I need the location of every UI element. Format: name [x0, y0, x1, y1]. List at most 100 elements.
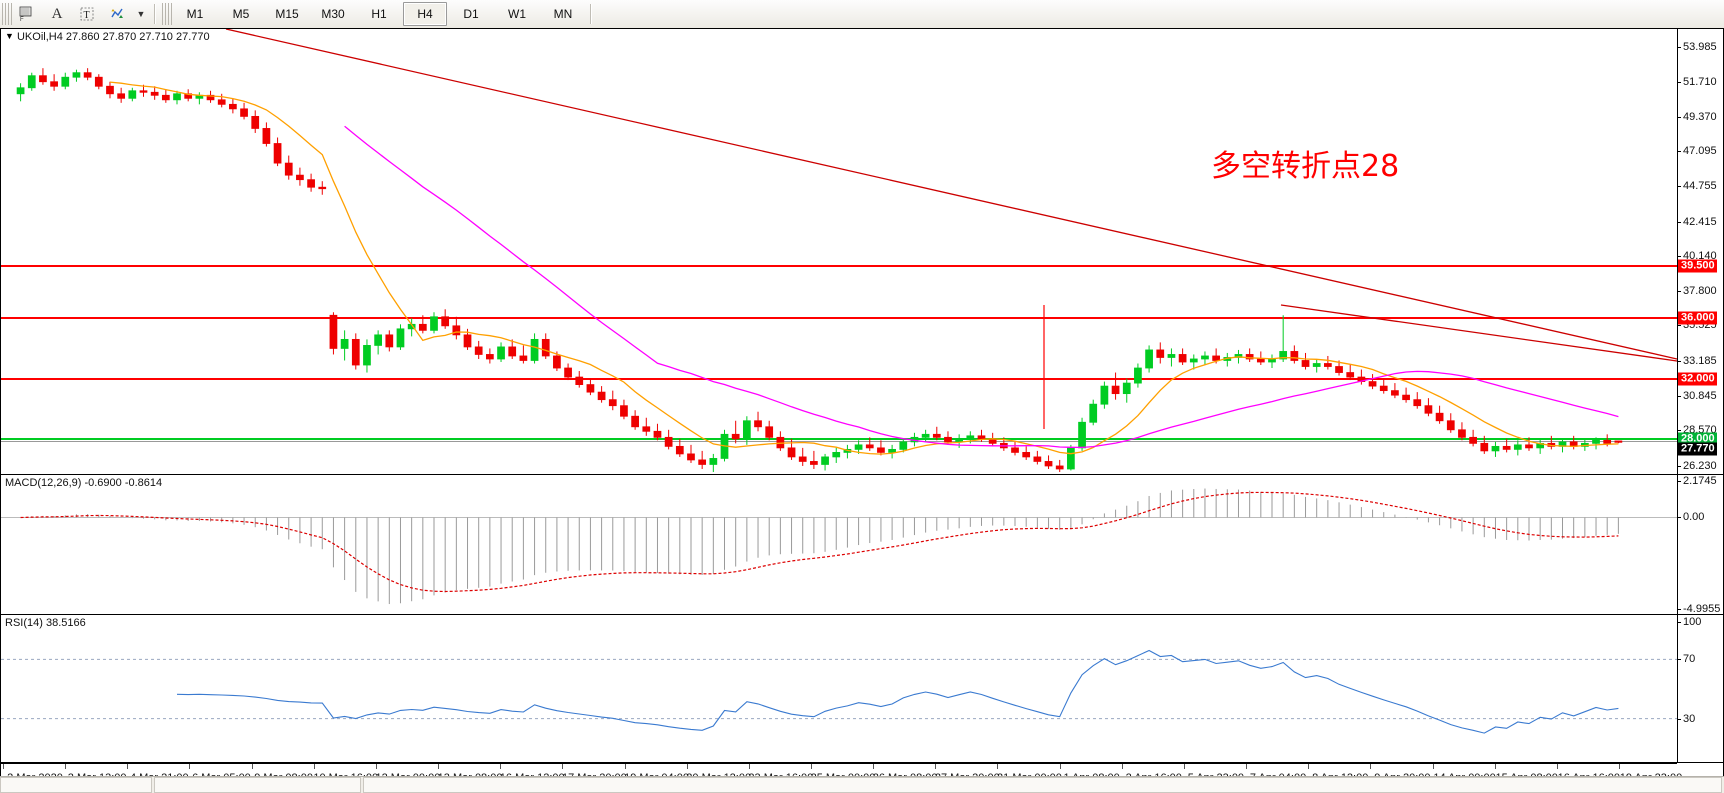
- timeframe-h4[interactable]: H4: [403, 2, 447, 26]
- axis-tickmark: [1677, 186, 1681, 188]
- status-cell-3: [363, 777, 1722, 793]
- macd-tick-label: 2.1745: [1683, 475, 1717, 487]
- time-tick-mark: [1246, 764, 1248, 769]
- price-tick-label: 26.230: [1683, 459, 1717, 472]
- axis-tickmark: [1677, 517, 1681, 519]
- time-tick-mark: [1370, 764, 1372, 769]
- text-label-icon[interactable]: A: [51, 5, 63, 22]
- plot-svg: [1, 488, 1677, 605]
- macd-tick-label: -4.9955: [1683, 603, 1721, 615]
- time-tick-mark: [1494, 764, 1496, 769]
- axis-tickmark: [1677, 116, 1681, 118]
- macd-plot-area[interactable]: [1, 475, 1677, 614]
- axis-tickmark: [1677, 291, 1681, 293]
- price-tick-label: 42.415: [1683, 215, 1717, 228]
- axis-tickmark: [1677, 718, 1681, 720]
- price-tag-32_000[interactable]: 32.000: [1678, 372, 1717, 386]
- price-tick-label: 47.095: [1683, 145, 1717, 158]
- toolbar-separator: [154, 4, 156, 24]
- price-level-line-36: [1, 317, 1677, 320]
- rsi-plot-area[interactable]: [1, 615, 1677, 762]
- timeframe-m15[interactable]: M15: [275, 7, 299, 21]
- timeframe-mn[interactable]: MN: [553, 7, 573, 21]
- price-tick-label: 53.985: [1683, 41, 1717, 54]
- price-tick-label: 30.845: [1683, 389, 1717, 402]
- price-tick-label: 37.800: [1683, 285, 1717, 298]
- symbol-ohlc-text: UKOil,H4 27.860 27.870 27.710 27.770: [16, 31, 210, 43]
- time-tick-mark: [748, 764, 750, 769]
- axis-tickmark: [1677, 221, 1681, 223]
- axis-tickmark: [1677, 360, 1681, 362]
- axis-tickmark: [1677, 151, 1681, 153]
- time-tick-mark: [1432, 764, 1434, 769]
- price-tag-27_770[interactable]: 27.770: [1678, 442, 1717, 456]
- svg-text:F: F: [20, 17, 24, 22]
- time-tick-mark: [189, 764, 191, 769]
- timeframe-m30[interactable]: M30: [321, 7, 345, 21]
- price-tick-label: 51.710: [1683, 75, 1717, 88]
- svg-text:T: T: [84, 10, 90, 21]
- text-object-icon[interactable]: T: [73, 1, 101, 27]
- timeframe-m1[interactable]: M1: [186, 7, 204, 21]
- time-tick-mark: [127, 764, 129, 769]
- time-tick-mark: [1183, 764, 1185, 769]
- plot-svg: [16, 29, 1677, 472]
- rsi-axis[interactable]: 100 70 30: [1677, 615, 1723, 762]
- time-tick-mark: [375, 764, 377, 769]
- macd-pane[interactable]: MACD(12,26,9) -0.6900 -0.8614 2.1745 0.00…: [1, 475, 1723, 615]
- price-axis[interactable]: 53.985 51.710 49.370 47.095 44.755 42.415 40.1…: [1677, 29, 1723, 474]
- rsi-tick-label: 70: [1683, 653, 1696, 666]
- status-cell-1: [0, 777, 152, 793]
- axis-tickmark: [1677, 47, 1681, 49]
- time-tick-mark: [562, 764, 564, 769]
- time-tick-mark: [251, 764, 253, 769]
- price-tag-36_000[interactable]: 36.000: [1678, 311, 1717, 325]
- time-tick-mark: [1121, 764, 1123, 769]
- price-level-line-39_5: [1, 264, 1677, 267]
- macd-axis[interactable]: 2.1745 0.00 -4.9955: [1677, 475, 1723, 614]
- chart-window[interactable]: ▼ UKOil,H4 27.860 27.870 27.710 27.770 5…: [0, 28, 1724, 793]
- axis-tickmark: [1677, 430, 1681, 432]
- axis-tickmark: [1677, 255, 1681, 257]
- time-tick-mark: [1308, 764, 1310, 769]
- timeframe-w1[interactable]: W1: [508, 7, 526, 21]
- axis-tickmark: [1677, 659, 1681, 661]
- main-toolbar: F A T ▼ M1 M5 M15 M30 H1 H4 D1 W1 MN: [0, 0, 1724, 29]
- crosshair-grid-icon[interactable]: F: [13, 1, 41, 27]
- time-tick-mark: [65, 764, 67, 769]
- rsi-axis-divider: [1677, 615, 1678, 762]
- time-tick-mark: [686, 764, 688, 769]
- price-plot-area[interactable]: [1, 29, 1677, 474]
- time-tick-mark: [438, 764, 440, 769]
- time-tick-mark: [3, 764, 4, 769]
- macd-axis-divider: [1677, 475, 1678, 614]
- macd-label: MACD(12,26,9) -0.6900 -0.8614: [5, 477, 163, 489]
- toolbar-grip[interactable]: [2, 3, 12, 25]
- macd-tick-label: 0.00: [1683, 511, 1705, 524]
- timeframe-h1[interactable]: H1: [371, 7, 387, 21]
- collapse-arrow-icon[interactable]: ▼: [5, 31, 14, 41]
- rsi-pane[interactable]: RSI(14) 38.5166 100 70 30: [1, 615, 1723, 763]
- price-tick-label: 49.370: [1683, 110, 1717, 123]
- price-tag-28_000[interactable]: 28.000: [1678, 432, 1717, 446]
- rsi-label: RSI(14) 38.5166: [5, 617, 86, 629]
- price-level-line-28: [1, 437, 1677, 440]
- price-level-line-32: [1, 377, 1677, 380]
- rsi-tick-label: 100: [1683, 616, 1702, 628]
- chart-annotation-text: 多空转折点28: [1211, 149, 1400, 184]
- price-tag-39_500[interactable]: 39.500: [1678, 259, 1717, 273]
- indicators-icon[interactable]: [103, 1, 131, 27]
- plot-svg: [1, 649, 1677, 734]
- axis-tickmark: [1677, 325, 1681, 327]
- timeframe-grip[interactable]: [162, 3, 172, 25]
- price-pane[interactable]: ▼ UKOil,H4 27.860 27.870 27.710 27.770 5…: [1, 29, 1723, 475]
- status-bar: [0, 776, 1724, 793]
- timeframe-d1[interactable]: D1: [463, 7, 479, 21]
- timeframe-m5[interactable]: M5: [232, 7, 250, 21]
- dropdown-chevron-icon[interactable]: ▼: [136, 9, 146, 19]
- axis-tickmark: [1677, 81, 1681, 83]
- price-axis-divider: [1677, 29, 1678, 474]
- time-tick-mark: [997, 764, 999, 769]
- time-tick-mark: [935, 764, 937, 769]
- axis-tickmark: [1677, 609, 1681, 610]
